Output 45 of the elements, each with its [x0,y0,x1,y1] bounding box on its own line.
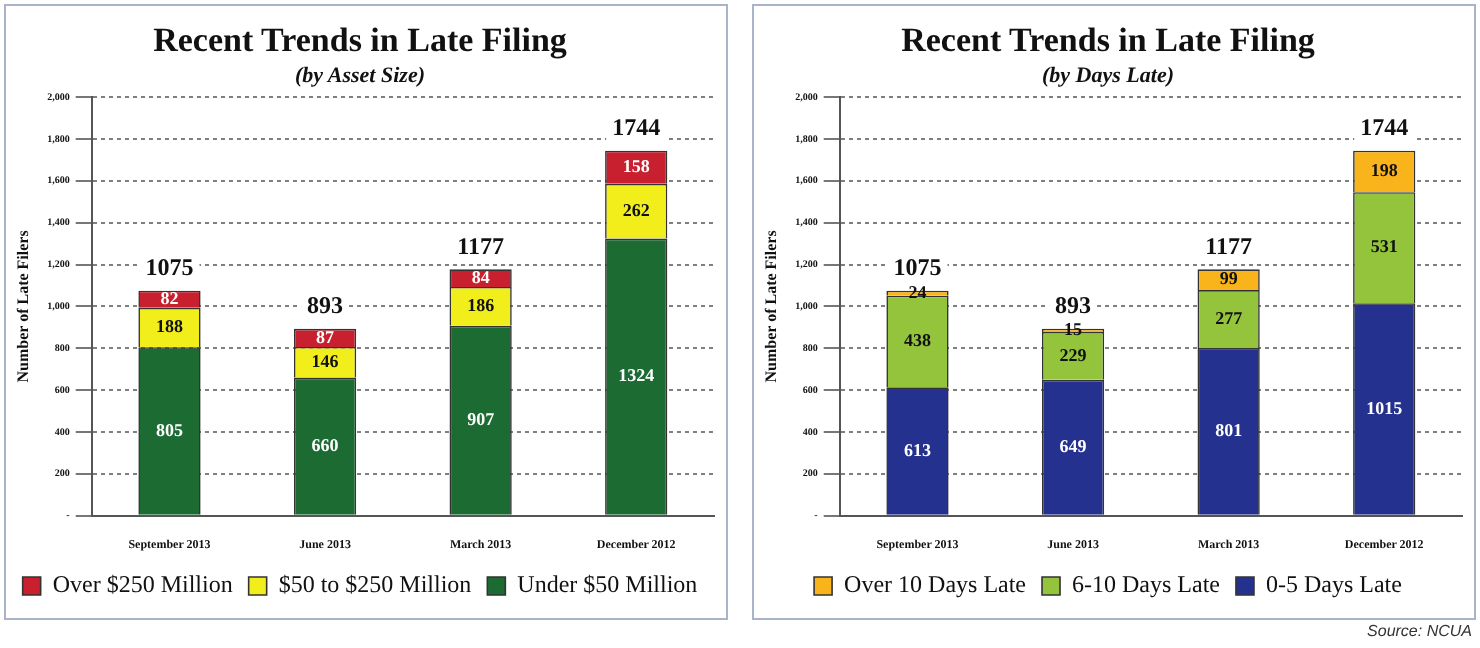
legend-label: $50 to $250 Million [278,570,472,599]
chart-subtitle: (by Asset Size) [295,63,425,88]
total-label: 1744 [1360,112,1409,141]
data-label: 262 [622,199,651,220]
total-label: 1075 [145,252,194,281]
data-label: 198 [1370,160,1399,181]
data-label: 24 [908,281,928,302]
y-axis-title: Number of Late Filers [761,230,780,383]
data-label: 82 [160,287,180,308]
data-label: 229 [1059,344,1088,365]
data-label: 186 [467,295,496,316]
data-label: 87 [316,326,336,347]
data-label: 1324 [618,365,656,386]
total-label: 893 [307,290,344,319]
data-label: 907 [467,408,496,429]
data-label: 277 [1215,307,1244,328]
total-label: 1177 [457,231,504,260]
data-label: 613 [903,439,932,460]
chart-title: Recent Trends in Late Filing [901,21,1316,60]
data-label: 146 [311,350,340,371]
data-label: 801 [1215,420,1244,441]
data-label: 84 [471,266,491,287]
data-label: 99 [1219,268,1239,289]
data-label: 660 [311,434,340,455]
data-label: 805 [155,419,184,440]
chart-subtitle: (by Days Late) [1042,63,1174,88]
total-label: 893 [1055,290,1092,319]
data-label: 188 [155,316,184,337]
data-label: 649 [1059,435,1088,456]
data-label: 158 [622,155,651,176]
total-label: 1177 [1205,231,1252,260]
legend-label: 6-10 Days Late [1072,570,1220,599]
y-axis-title: Number of Late Filers [13,230,32,383]
total-label: 1744 [612,112,661,141]
legend-label: Over 10 Days Late [844,570,1027,599]
total-label: 1075 [893,252,942,281]
data-label: 1015 [1366,397,1404,418]
legend-label: Under $50 Million [517,570,698,599]
data-label: 438 [903,330,932,351]
chart-title: Recent Trends in Late Filing [153,21,568,60]
legend-label: Over $250 Million [52,570,233,599]
data-label: 531 [1370,236,1399,257]
source-note: Source: NCUA [1365,622,1472,640]
data-label: 15 [1064,319,1084,340]
legend-label: 0-5 Days Late [1265,570,1402,599]
